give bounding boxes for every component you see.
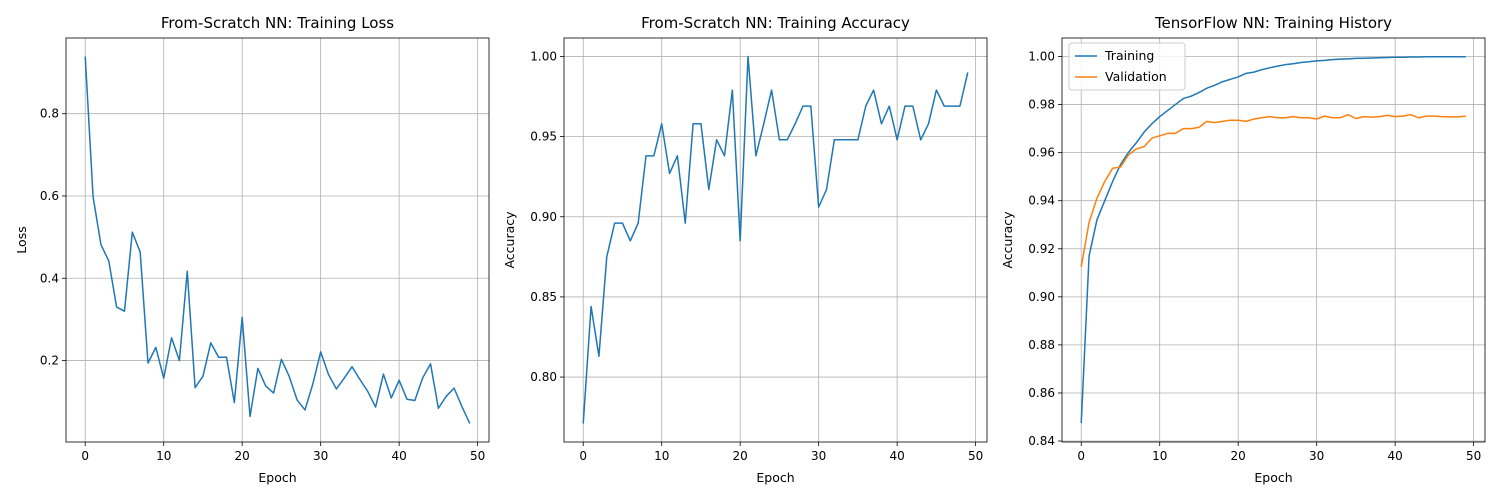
- axes-frame: [1061, 37, 1486, 443]
- x-tick-label: 30: [313, 449, 328, 463]
- panel-tensorflow-history: TensorFlow NN: Training History 0 10 20 30 4…: [1000, 14, 1486, 485]
- series-line: [582, 55, 969, 424]
- x-tick-label: 50: [1466, 449, 1481, 463]
- y-tick-label: 0.80: [530, 370, 557, 384]
- series-line: [1080, 56, 1466, 424]
- x-tick-label: 30: [811, 449, 826, 463]
- y-tick-label: 0.92: [1028, 242, 1055, 256]
- x-axis-label: Epoch: [756, 470, 794, 485]
- x-tick-label: 40: [1388, 449, 1403, 463]
- x-tick-label: 30: [1309, 449, 1324, 463]
- y-tick-label: 0.98: [1028, 98, 1055, 112]
- chart-title: From-Scratch NN: Training Loss: [161, 14, 394, 32]
- axes-frame: [65, 37, 490, 443]
- y-tick-label: 0.96: [1028, 146, 1055, 160]
- y-tick-label: 0.95: [530, 130, 557, 144]
- panel-training-loss: From-Scratch NN: Training Loss 0 10 20 30 40…: [14, 14, 490, 485]
- y-tick-label: 0.8: [40, 107, 59, 121]
- x-axis-label: Epoch: [258, 470, 296, 485]
- x-tick-label: 50: [470, 449, 485, 463]
- y-tick-label: 0.85: [530, 290, 557, 304]
- x-tick-label: 20: [733, 449, 748, 463]
- y-tick-label: 0.4: [40, 271, 59, 285]
- y-tick-label: 0.2: [40, 354, 59, 368]
- x-tick-label: 0: [1077, 449, 1085, 463]
- legend-label: Validation: [1105, 69, 1167, 84]
- y-tick-label: 0.90: [1028, 290, 1055, 304]
- x-tick-label: 10: [1152, 449, 1167, 463]
- chart-title: From-Scratch NN: Training Accuracy: [641, 14, 910, 32]
- y-tick-label: 0.86: [1028, 386, 1055, 400]
- y-tick-label: 0.84: [1028, 434, 1055, 448]
- x-tick-label: 50: [968, 449, 983, 463]
- legend-box: [1068, 42, 1186, 91]
- legend: Training Validation: [1068, 42, 1186, 91]
- x-tick-label: 10: [156, 449, 171, 463]
- x-tick-label: 0: [81, 449, 89, 463]
- series-line: [84, 56, 471, 424]
- y-axis-label: Loss: [14, 226, 29, 253]
- y-tick-label: 0.94: [1028, 194, 1055, 208]
- y-tick-label: 0.88: [1028, 338, 1055, 352]
- panel-training-accuracy: From-Scratch NN: Training Accuracy 0 10 20…: [502, 14, 988, 485]
- series-line: [1080, 113, 1466, 267]
- y-tick-label: 0.90: [530, 210, 557, 224]
- y-axis-label: Accuracy: [502, 211, 517, 269]
- y-tick-label: 1.00: [530, 49, 557, 63]
- x-tick-label: 40: [890, 449, 905, 463]
- y-tick-label: 0.6: [40, 189, 59, 203]
- y-tick-label: 1.00: [1028, 50, 1055, 64]
- chart-title: TensorFlow NN: Training History: [1154, 14, 1392, 32]
- legend-label: Training: [1104, 48, 1154, 63]
- x-tick-label: 10: [654, 449, 669, 463]
- x-axis-label: Epoch: [1254, 470, 1292, 485]
- plot-area: 0 10 20 30 40 50 0.2 0.4 0.6 0.8: [40, 37, 490, 463]
- plot-area: 0 10 20 30 40 50 0.80 0.85 0.90 0.95 1.00: [530, 37, 988, 463]
- x-tick-label: 20: [235, 449, 250, 463]
- axes-frame: [563, 37, 988, 443]
- x-tick-label: 0: [579, 449, 587, 463]
- y-axis-label: Accuracy: [1000, 211, 1015, 269]
- x-tick-label: 20: [1231, 449, 1246, 463]
- plot-area: 0 10 20 30 40 50 0.84 0.86 0.88 0.90 0.92 0.94 0.96 0…: [1028, 37, 1486, 463]
- x-tick-label: 40: [392, 449, 407, 463]
